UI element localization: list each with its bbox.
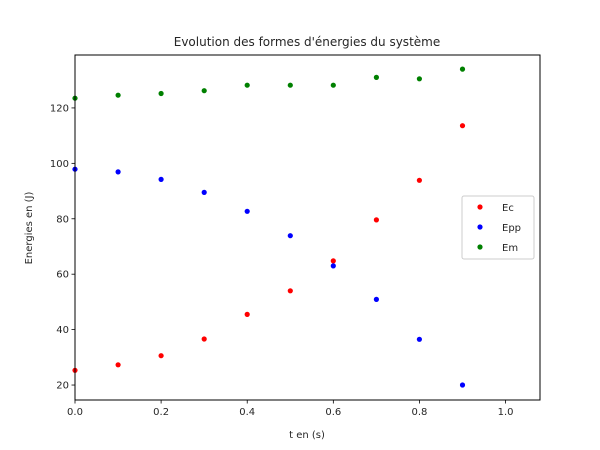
x-tick-label: 0.8 [411, 407, 427, 418]
x-tick-label: 0.2 [153, 407, 169, 418]
data-point [158, 90, 164, 97]
data-point [459, 123, 466, 129]
data-point [416, 76, 422, 82]
x-tick-label: 0.4 [239, 407, 255, 418]
data-point [330, 258, 336, 264]
legend-item-ec: Ec [477, 203, 514, 214]
y-axis-label: Energies en (J) [24, 191, 35, 264]
data-point [287, 82, 293, 88]
data-point [373, 296, 379, 302]
data-point [330, 82, 336, 88]
data-point [115, 92, 121, 98]
legend-marker-icon [477, 204, 483, 210]
data-point [416, 177, 422, 183]
data-point [115, 362, 121, 368]
legend-item-em: Em [477, 243, 518, 254]
data-point [373, 74, 379, 80]
x-axis: 0.0 0.2 0.4 0.6 0.8 1.0 [67, 400, 514, 418]
data-point [244, 311, 250, 317]
series-em [72, 66, 466, 101]
series-ec [72, 123, 466, 373]
legend-marker-icon [477, 224, 483, 230]
data-point [158, 176, 164, 182]
data-point [201, 189, 207, 195]
data-point [115, 169, 121, 175]
data-point [158, 353, 164, 359]
data-point [459, 382, 466, 388]
y-tick-label: 60 [56, 270, 69, 281]
y-axis: 20 40 60 80 100 120 [50, 103, 75, 392]
data-point [201, 336, 207, 342]
legend-label: Em [502, 243, 518, 254]
x-tick-label: 0.0 [67, 407, 83, 418]
legend-label: Ec [502, 203, 514, 214]
legend-label: Epp [502, 223, 521, 234]
legend-item-epp: Epp [477, 223, 521, 234]
plot-area [72, 54, 541, 401]
x-axis-label: t en (s) [289, 430, 325, 441]
y-tick-label: 20 [56, 381, 69, 392]
y-tick-label: 100 [50, 159, 69, 170]
x-tick-label: 0.6 [325, 407, 341, 418]
data-point [244, 82, 250, 88]
x-tick-label: 1.0 [498, 407, 514, 418]
data-point [459, 66, 466, 72]
data-point [287, 288, 293, 294]
series-epp [72, 166, 466, 388]
chart-legend: Ec Epp Em [461, 195, 535, 260]
chart-title: Evolution des formes d'énergies du systè… [174, 35, 440, 49]
data-point [373, 217, 379, 223]
data-point [330, 263, 336, 269]
data-point [244, 208, 250, 214]
axes-frame [74, 54, 541, 401]
legend-box [461, 195, 535, 260]
y-tick-label: 80 [56, 214, 69, 225]
legend-marker-icon [477, 244, 483, 250]
y-tick-label: 40 [56, 325, 69, 336]
data-point [416, 336, 422, 342]
data-point [287, 233, 293, 239]
data-point [201, 88, 207, 94]
y-tick-label: 120 [50, 103, 69, 114]
